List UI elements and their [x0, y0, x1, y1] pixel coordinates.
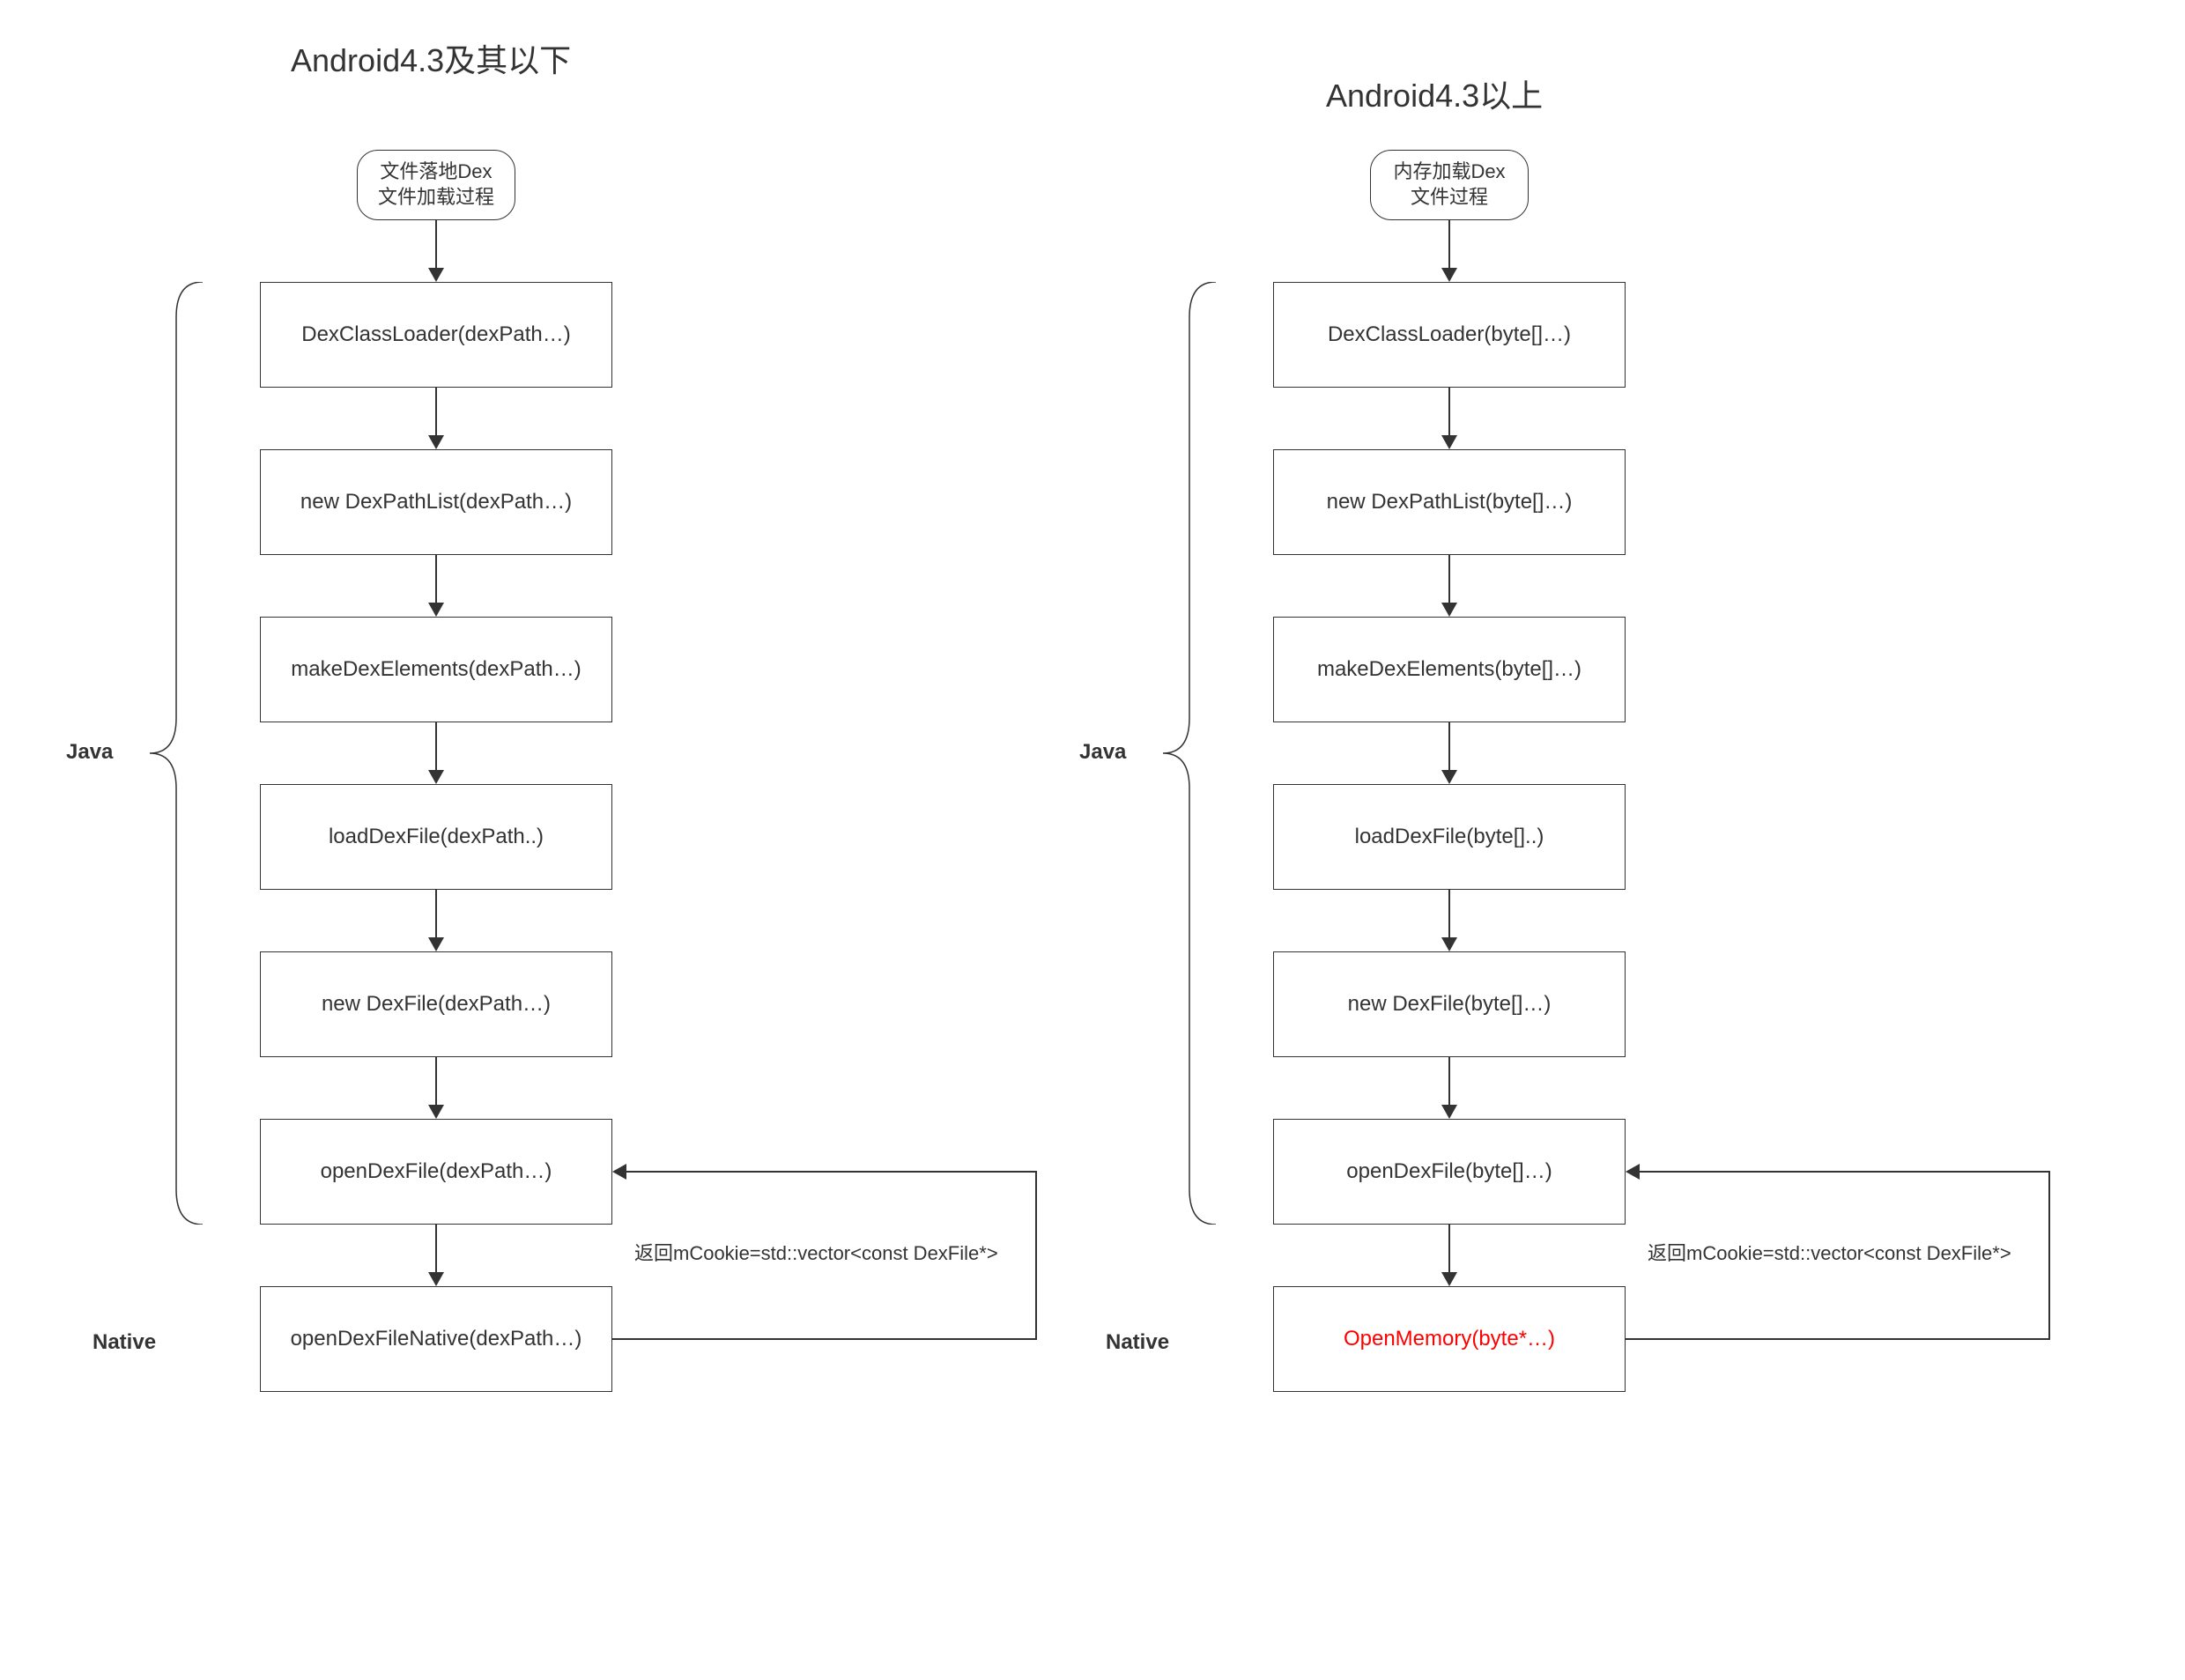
right-box-4: loadDexFile(byte[]..): [1273, 784, 1626, 890]
right-return-v: [2048, 1171, 2050, 1340]
left-arrowhead-0: [428, 268, 444, 282]
right-return-h1: [1626, 1338, 2048, 1340]
right-java-label: Java: [1079, 740, 1126, 765]
left-arrow-4: [435, 890, 437, 937]
left-box-4: loadDexFile(dexPath..): [260, 784, 612, 890]
right-arrow-6: [1448, 1225, 1450, 1272]
right-arrow-0: [1448, 220, 1450, 268]
left-box-5: new DexFile(dexPath…): [260, 951, 612, 1057]
left-arrowhead-1: [428, 435, 444, 449]
right-return-label: 返回mCookie=std::vector<const DexFile*>: [1648, 1238, 2011, 1266]
right-box-6: openDexFile(byte[]…): [1273, 1119, 1626, 1225]
right-brace: [1145, 282, 1233, 1225]
left-return-arrowhead: [612, 1164, 626, 1180]
left-arrow-1: [435, 388, 437, 435]
left-box-7: openDexFileNative(dexPath…): [260, 1286, 612, 1392]
right-arrowhead-5: [1441, 1105, 1457, 1119]
left-start-line1: 文件落地Dex: [380, 160, 492, 182]
right-arrowhead-0: [1441, 268, 1457, 282]
left-java-label: Java: [66, 740, 113, 765]
left-start-line2: 文件加载过程: [378, 186, 494, 208]
right-return-h2: [1640, 1171, 2050, 1173]
right-arrowhead-2: [1441, 603, 1457, 617]
left-return-label: 返回mCookie=std::vector<const DexFile*>: [634, 1238, 998, 1266]
right-arrow-2: [1448, 555, 1450, 603]
left-brace: [132, 282, 220, 1225]
right-native-label: Native: [1106, 1330, 1169, 1355]
left-arrowhead-4: [428, 937, 444, 951]
right-arrowhead-4: [1441, 937, 1457, 951]
left-title: Android4.3及其以下: [291, 35, 571, 81]
left-box-1: DexClassLoader(dexPath…): [260, 282, 612, 388]
left-arrow-0: [435, 220, 437, 268]
left-arrowhead-5: [428, 1105, 444, 1119]
left-box-6: openDexFile(dexPath…): [260, 1119, 612, 1225]
right-box-7: OpenMemory(byte*…): [1273, 1286, 1626, 1392]
left-arrow-2: [435, 555, 437, 603]
right-arrowhead-6: [1441, 1272, 1457, 1286]
left-box-2: new DexPathList(dexPath…): [260, 449, 612, 555]
right-box-2: new DexPathList(byte[]…): [1273, 449, 1626, 555]
right-arrow-5: [1448, 1057, 1450, 1105]
left-return-v: [1035, 1171, 1037, 1340]
right-arrow-1: [1448, 388, 1450, 435]
left-arrowhead-6: [428, 1272, 444, 1286]
left-start-node: 文件落地Dex 文件加载过程: [357, 150, 515, 220]
left-arrowhead-3: [428, 770, 444, 784]
right-return-arrowhead: [1626, 1164, 1640, 1180]
right-start-node: 内存加载Dex 文件过程: [1370, 150, 1529, 220]
left-box-3: makeDexElements(dexPath…): [260, 617, 612, 722]
left-arrow-5: [435, 1057, 437, 1105]
right-arrow-3: [1448, 722, 1450, 770]
left-native-label: Native: [93, 1330, 156, 1355]
right-box-5: new DexFile(byte[]…): [1273, 951, 1626, 1057]
left-arrow-3: [435, 722, 437, 770]
right-title: Android4.3以上: [1326, 70, 1543, 116]
right-start-line1: 内存加载Dex: [1393, 160, 1505, 182]
left-arrowhead-2: [428, 603, 444, 617]
right-arrowhead-3: [1441, 770, 1457, 784]
left-return-h1: [612, 1338, 1035, 1340]
left-return-h2: [626, 1171, 1037, 1173]
right-arrow-4: [1448, 890, 1450, 937]
right-start-line2: 文件过程: [1411, 186, 1488, 208]
right-arrowhead-1: [1441, 435, 1457, 449]
right-box-1: DexClassLoader(byte[]…): [1273, 282, 1626, 388]
right-box-3: makeDexElements(byte[]…): [1273, 617, 1626, 722]
left-arrow-6: [435, 1225, 437, 1272]
